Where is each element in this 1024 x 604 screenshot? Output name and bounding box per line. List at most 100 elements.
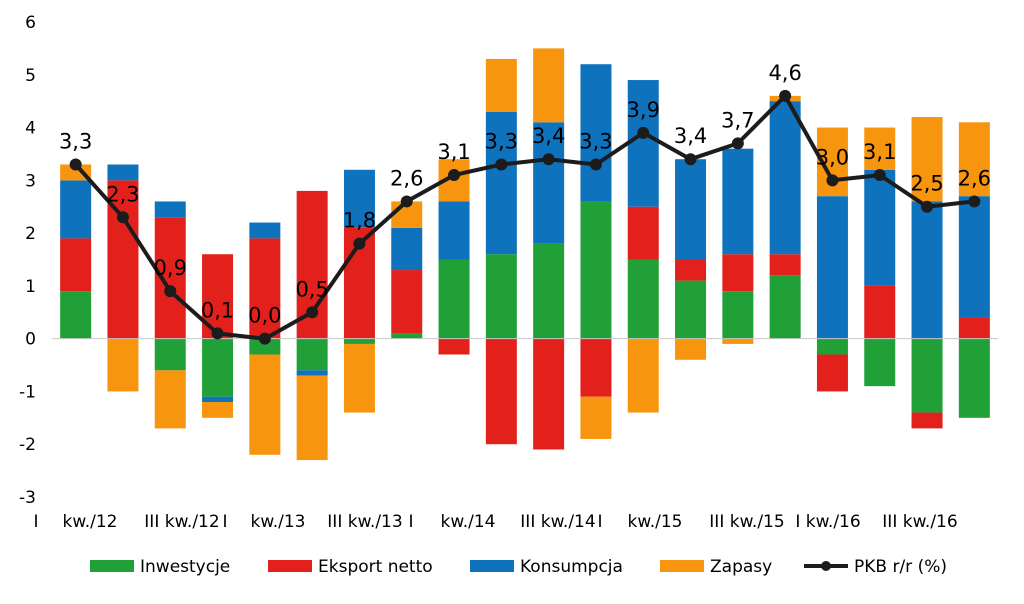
bar-segment-konsumpcja xyxy=(343,169,375,228)
gdp-point xyxy=(684,153,697,166)
bar-segment-eksport-netto xyxy=(533,338,565,450)
bar-segment-inwestycje xyxy=(438,259,470,339)
legend-label: PKB r/r (%) xyxy=(854,557,947,577)
bar-segment-zapasy xyxy=(675,338,707,360)
y-axis: -3 -2 -1 0 1 2 3 4 5 6 xyxy=(19,13,36,508)
bar-segment-zapasy xyxy=(533,48,565,123)
gdp-data-label: 3,1 xyxy=(437,140,470,164)
bar-segment-konsumpcja xyxy=(107,164,139,181)
x-tick-label: I kw./16 xyxy=(795,512,860,532)
bar-segment-inwestycje xyxy=(533,243,565,339)
gdp-data-label: 3,3 xyxy=(485,130,518,154)
bar-segment-konsumpcja xyxy=(722,148,754,255)
gdp-data-label: 3,1 xyxy=(863,140,896,164)
bar-segment-inwestycje xyxy=(911,338,943,413)
legend-label: Konsumpcja xyxy=(520,557,623,577)
legend: Inwestycje Eksport netto Konsumpcja Zapasy P… xyxy=(90,557,947,577)
gdp-point xyxy=(353,237,366,250)
bar-segment-inwestycje xyxy=(769,275,801,339)
bar-segment-eksport-netto xyxy=(391,270,423,334)
bar-segment-inwestycje xyxy=(296,338,328,371)
gdp-data-label: 3,3 xyxy=(59,130,92,154)
bar-segment-zapasy xyxy=(580,396,612,439)
bar-segment-eksport-netto xyxy=(816,354,848,392)
bar-segment-zapasy xyxy=(864,127,896,170)
bar-segment-inwestycje xyxy=(202,338,234,397)
bar-segment-konsumpcja xyxy=(864,169,896,286)
y-tick-label: 5 xyxy=(25,66,36,86)
y-tick-label: 2 xyxy=(25,224,36,244)
gdp-data-label: 0,9 xyxy=(154,256,187,280)
gdp-point xyxy=(164,285,177,298)
bar-segment-inwestycje xyxy=(343,338,375,344)
legend-label: Inwestycje xyxy=(140,557,230,577)
gdp-data-label: 4,6 xyxy=(768,61,801,85)
bar-segment-zapasy xyxy=(60,164,92,181)
y-tick-label: -2 xyxy=(19,435,36,455)
x-tick-label: III kw./16 xyxy=(882,512,957,532)
bar-segment-konsumpcja xyxy=(391,227,423,271)
x-tick-label: kw./12 xyxy=(63,512,118,532)
bar-segment-eksport-netto xyxy=(864,285,896,339)
gdp-data-label: 1,8 xyxy=(343,209,376,233)
bars-layer xyxy=(60,48,990,461)
bar-segment-inwestycje xyxy=(958,338,990,418)
gdp-point xyxy=(211,327,224,340)
bar-segment-konsumpcja xyxy=(249,222,281,239)
bar-segment-eksport-netto xyxy=(722,254,754,292)
x-tick-label: III kw./13 xyxy=(327,512,402,532)
bar-segment-konsumpcja xyxy=(60,180,92,239)
bar-segment-zapasy xyxy=(202,402,234,418)
bar-segment-eksport-netto xyxy=(675,259,707,281)
bar-segment-eksport-netto xyxy=(249,238,281,339)
y-tick-label: 4 xyxy=(25,119,36,139)
bar-segment-konsumpcja xyxy=(485,111,517,255)
bar-segment-inwestycje xyxy=(391,333,423,339)
x-tick-label: I xyxy=(222,512,227,532)
gdp-point xyxy=(69,158,82,171)
bar-segment-inwestycje xyxy=(580,201,612,339)
bar-segment-inwestycje xyxy=(864,338,896,387)
gdp-point xyxy=(826,174,839,187)
legend-line-marker xyxy=(821,561,831,571)
y-tick-label: -1 xyxy=(19,382,36,402)
bar-segment-eksport-netto xyxy=(60,238,92,292)
bar-segment-konsumpcja xyxy=(154,201,186,218)
gdp-data-label: 3,0 xyxy=(816,145,849,169)
bar-segment-eksport-netto xyxy=(958,317,990,339)
gdp-data-label: 0,0 xyxy=(248,304,281,328)
bar-segment-konsumpcja xyxy=(769,101,801,255)
x-tick-label: kw./13 xyxy=(251,512,306,532)
bar-segment-konsumpcja xyxy=(627,80,659,207)
legend-label: Eksport netto xyxy=(318,557,433,577)
bar-segment-konsumpcja xyxy=(580,64,612,202)
bar-segment-eksport-netto xyxy=(911,412,943,429)
bar-segment-inwestycje xyxy=(627,259,659,339)
data-labels-layer: 3,3 2,3 0,9 0,1 0,0 0,5 1,8 2,6 3,1 3,3 3,4 3,3 3,9 3… xyxy=(59,61,991,328)
bar-segment-inwestycje xyxy=(485,254,517,339)
bar-segment-eksport-netto xyxy=(769,254,801,276)
bar-segment-zapasy xyxy=(911,117,943,202)
bar-segment-inwestycje xyxy=(154,338,186,371)
bar-segment-konsumpcja xyxy=(202,396,234,402)
gdp-data-label: 3,9 xyxy=(627,98,660,122)
bar-segment-konsumpcja xyxy=(816,196,848,339)
gdp-data-label: 3,7 xyxy=(721,108,754,132)
gdp-line xyxy=(74,93,975,341)
gdp-data-label: 3,4 xyxy=(532,124,565,148)
bar-segment-eksport-netto xyxy=(438,338,470,355)
x-tick-label: III kw./12 xyxy=(144,512,219,532)
bar-segment-eksport-netto xyxy=(627,206,659,260)
gdp-point xyxy=(116,211,129,224)
gdp-point xyxy=(637,126,650,139)
gdp-point xyxy=(731,137,744,150)
x-tick-label: III kw./14 xyxy=(520,512,595,532)
gdp-point xyxy=(589,158,602,171)
y-tick-label: -3 xyxy=(19,488,36,508)
bar-segment-konsumpcja xyxy=(438,201,470,260)
bar-segment-konsumpcja xyxy=(911,201,943,339)
bar-segment-zapasy xyxy=(485,58,517,112)
y-tick-label: 1 xyxy=(25,277,36,297)
bar-segment-zapasy xyxy=(627,338,659,413)
